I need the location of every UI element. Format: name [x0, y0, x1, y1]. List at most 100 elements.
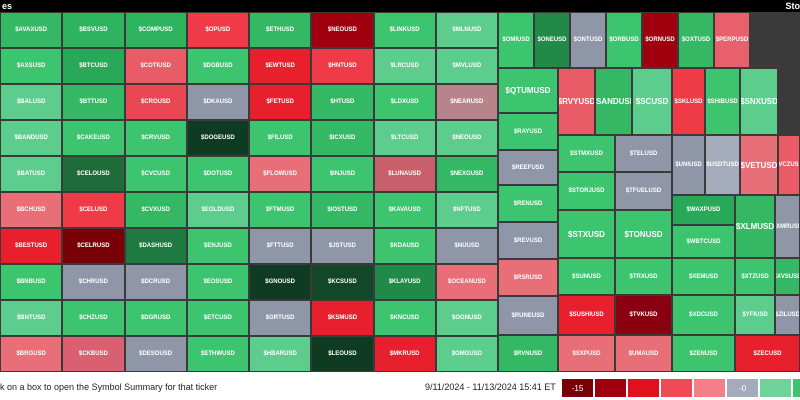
ticker-tile[interactable]: $TFUELUSD — [615, 172, 672, 210]
ticker-tile[interactable]: $USDTUSD — [705, 135, 740, 195]
ticker-tile[interactable]: $UMAUSD — [615, 335, 672, 372]
ticker-tile[interactable]: $SANDUSD — [595, 68, 632, 135]
ticker-tile[interactable]: $ONTUSD — [570, 12, 606, 68]
ticker-tile[interactable]: $STORJUSD — [558, 172, 615, 210]
ticker-tile[interactable]: $LTCUSD — [373, 120, 436, 156]
ticker-tile[interactable]: $RENUSD — [498, 185, 558, 222]
ticker-tile[interactable]: $WBTCUSD — [672, 225, 735, 258]
ticker-tile[interactable]: $SUSHIUSD — [558, 295, 615, 335]
ticker-tile[interactable]: $BANDUSD — [0, 120, 63, 156]
ticker-tile[interactable]: $HTUSD — [311, 84, 374, 120]
ticker-tile[interactable]: $TONUSD — [615, 210, 672, 258]
ticker-tile[interactable]: $KSMUSD — [311, 300, 374, 336]
ticker-tile[interactable]: $SCUSD — [632, 68, 672, 135]
ticker-tile[interactable]: $OCEANUSD — [435, 264, 498, 300]
ticker-tile[interactable]: $EGLDUSD — [186, 192, 249, 228]
ticker-tile[interactable]: $XLMUSD — [735, 195, 775, 258]
ticker-tile[interactable]: $CVCUSD — [124, 156, 187, 192]
ticker-tile[interactable]: $DCRUSD — [124, 264, 187, 300]
ticker-tile[interactable]: $GRTUSD — [249, 300, 312, 336]
ticker-tile[interactable]: $BALUSD — [0, 84, 63, 120]
ticker-tile[interactable]: $DGBUSD — [186, 48, 249, 84]
ticker-tile[interactable]: $SNXUSD — [740, 68, 778, 135]
ticker-tile[interactable]: $AVAXUSD — [0, 12, 63, 48]
ticker-tile[interactable]: $INJUSD — [311, 156, 374, 192]
ticker-tile[interactable]: $JSTUSD — [311, 228, 374, 264]
ticker-tile[interactable]: $RVNUSD — [498, 335, 558, 372]
ticker-tile[interactable]: $MVLUSD — [435, 48, 498, 84]
ticker-tile[interactable]: $BTTUSD — [62, 84, 125, 120]
ticker-tile[interactable]: $XDCUSD — [672, 295, 735, 335]
ticker-tile[interactable]: $ZECUSD — [735, 335, 800, 372]
ticker-tile[interactable]: $ZENUSD — [672, 335, 735, 372]
ticker-tile[interactable]: $ETHWUSD — [186, 336, 249, 372]
ticker-tile[interactable]: $OPUSD — [186, 12, 249, 48]
ticker-tile[interactable]: $XTZUSD — [735, 258, 775, 295]
ticker-tile[interactable]: $NEOUSD — [311, 12, 374, 48]
ticker-tile[interactable]: $CELUSD — [62, 192, 125, 228]
ticker-tile[interactable]: $SKLUSD — [672, 68, 705, 135]
ticker-tile[interactable]: $CHRUSD — [62, 264, 125, 300]
ticker-tile[interactable]: $ONEUSD — [534, 12, 570, 68]
ticker-tile[interactable]: $FTTUSD — [249, 228, 312, 264]
ticker-tile[interactable]: $IOSTUSD — [311, 192, 374, 228]
ticker-tile[interactable]: $NUUSD — [435, 228, 498, 264]
ticker-tile[interactable]: $BRGUSD — [0, 336, 63, 372]
ticker-tile[interactable]: $FETUSD — [249, 84, 312, 120]
ticker-tile[interactable]: $PERPUSD — [714, 12, 750, 68]
ticker-tile[interactable]: $VETUSD — [740, 135, 778, 195]
ticker-tile[interactable]: $WAXPUSD — [672, 195, 735, 225]
ticker-tile[interactable]: $ZILUSD — [775, 295, 800, 335]
ticker-tile[interactable]: $MLNUSD — [435, 12, 498, 48]
ticker-tile[interactable]: $REVUSD — [498, 222, 558, 259]
ticker-tile[interactable]: $COTIUSD — [124, 48, 187, 84]
ticker-tile[interactable]: $FILUSD — [249, 120, 312, 156]
ticker-tile[interactable]: $FTMUSD — [249, 192, 312, 228]
ticker-tile[interactable]: $OMGUSD — [435, 336, 498, 372]
ticker-tile[interactable]: $REEFUSD — [498, 150, 558, 185]
ticker-tile[interactable]: $LEOUSD — [311, 336, 374, 372]
ticker-tile[interactable]: $BNTUSD — [0, 300, 63, 336]
ticker-tile[interactable]: $RUNEUSD — [498, 296, 558, 335]
ticker-tile[interactable]: $SUNUSD — [558, 258, 615, 295]
ticker-tile[interactable]: $COMPUSD — [124, 12, 187, 48]
ticker-tile[interactable]: $TVKUSD — [615, 295, 672, 335]
ticker-tile[interactable]: $KLAYUSD — [373, 264, 436, 300]
ticker-tile[interactable]: $BCHUSD — [0, 192, 63, 228]
ticker-tile[interactable]: $RSRUSD — [498, 259, 558, 296]
ticker-tile[interactable]: $BESTUSD — [0, 228, 63, 264]
ticker-tile[interactable]: $CROUSD — [124, 84, 187, 120]
ticker-tile[interactable]: $CRVUSD — [124, 120, 187, 156]
ticker-tile[interactable]: $OXTUSD — [678, 12, 714, 68]
ticker-tile[interactable]: $BSVUSD — [62, 12, 125, 48]
ticker-tile[interactable]: $XVSUSD — [775, 258, 800, 295]
ticker-tile[interactable]: $CELOUSD — [62, 156, 125, 192]
ticker-tile[interactable]: $DGRUSD — [124, 300, 187, 336]
ticker-tile[interactable]: $CKBUSD — [62, 336, 125, 372]
ticker-tile[interactable]: $NFTUSD — [435, 192, 498, 228]
ticker-tile[interactable]: $SXPUSD — [558, 335, 615, 372]
ticker-tile[interactable]: $OGNUSD — [435, 300, 498, 336]
ticker-tile[interactable]: $LDXUSD — [373, 84, 436, 120]
ticker-tile[interactable]: $ETHUSD — [249, 12, 312, 48]
ticker-tile[interactable]: $STMXUSD — [558, 135, 615, 172]
ticker-tile[interactable]: $ENJUSD — [186, 228, 249, 264]
ticker-tile[interactable]: $UNIUSD — [672, 135, 705, 195]
ticker-tile[interactable]: $CVXUSD — [124, 192, 187, 228]
ticker-tile[interactable]: $OMIUSD — [498, 12, 534, 68]
ticker-tile[interactable]: $STXUSD — [558, 210, 615, 258]
ticker-tile[interactable]: $YFIUSD — [735, 295, 775, 335]
ticker-tile[interactable]: $LINKUSD — [373, 12, 436, 48]
ticker-tile[interactable]: $FLOWUSD — [249, 156, 312, 192]
ticker-tile[interactable]: $AXSUSD — [0, 48, 63, 84]
ticker-tile[interactable]: $MKRUSD — [373, 336, 436, 372]
ticker-tile[interactable]: $KCSUSD — [311, 264, 374, 300]
ticker-tile[interactable]: $HNTUSD — [311, 48, 374, 84]
ticker-tile[interactable]: $DKAUSD — [186, 84, 249, 120]
ticker-tile[interactable]: $DOGEUSD — [186, 120, 249, 156]
ticker-tile[interactable]: $KDAUSD — [373, 228, 436, 264]
ticker-tile[interactable]: $SHIBUSD — [705, 68, 740, 135]
ticker-tile[interactable]: $RAYUSD — [498, 113, 558, 150]
ticker-tile[interactable]: $RVYUSD — [558, 68, 595, 135]
ticker-tile[interactable]: $ETCUSD — [186, 300, 249, 336]
